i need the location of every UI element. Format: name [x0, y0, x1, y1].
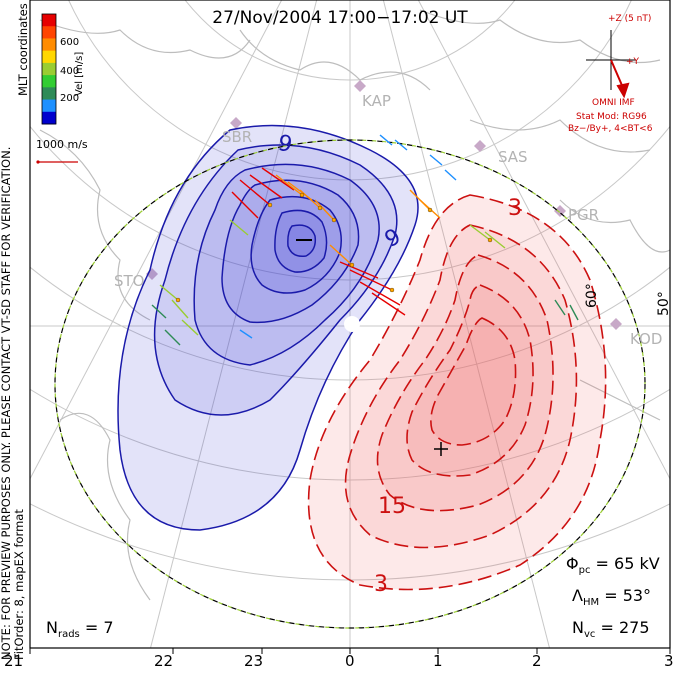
contour-label-pos-top: 3: [508, 196, 522, 221]
colorbar-swatch: [42, 26, 56, 39]
colorbar-swatch: [42, 14, 56, 27]
colorbar-swatch: [42, 62, 56, 76]
station-kod: KOD: [630, 330, 663, 348]
station-pgr: PGR: [568, 206, 600, 224]
stat-n-rads: Nrads = 7: [46, 618, 114, 641]
mlt-ticks: [29, 648, 671, 654]
fit-order-line: FitOrder: 8, mapEX format: [12, 509, 26, 660]
station-sto: STO: [114, 272, 145, 290]
velocity-scale-label: 1000 m/s: [36, 138, 88, 151]
colorbar-swatch: [42, 50, 56, 64]
mlt-label-3: 3: [664, 652, 674, 670]
velocity-scale-dot: [36, 160, 40, 164]
velocity-colorbar: [41, 13, 57, 125]
latitude-label-50: 50°: [656, 291, 672, 316]
station-sbr: SBR: [222, 128, 253, 146]
stat-n-vc-value: 275: [618, 618, 650, 637]
imf-title: OMNI IMF: [592, 98, 635, 108]
imf-model: Stat Mod: RG96: [576, 112, 647, 122]
heppner-maynard-boundary-color: [54, 139, 646, 629]
stat-lambda-hm: ΛHM = 53°: [572, 586, 652, 609]
negative-potential-cell: [117, 124, 419, 531]
preview-note: NOTE: FOR PREVIEW PURPOSES ONLY. PLEASE …: [0, 147, 26, 660]
potential-max-marker: [434, 442, 448, 456]
contour-label-pos-15: 15: [378, 494, 406, 519]
imf-vector: [610, 59, 630, 99]
station-sas: SAS: [498, 148, 528, 166]
colorbar-tick-600: 600: [60, 37, 80, 48]
station-kap: KAP: [362, 92, 391, 110]
imf-z-label: +Z (5 nT): [608, 14, 652, 24]
vector-origins: [175, 192, 493, 303]
mlt-label-23: 23: [244, 652, 264, 670]
station-markers: [146, 80, 622, 330]
contour-label-pos-bottom: 3: [374, 572, 388, 597]
coastlines: [39, 9, 670, 601]
pole-gap-marker: [344, 316, 360, 332]
positive-potential-cell: [307, 194, 607, 591]
colorbar-swatch: [42, 99, 56, 113]
stat-n-rads-value: 7: [103, 618, 114, 637]
colorbar-tick-200: 200: [60, 93, 80, 104]
mlt-label-0: 0: [345, 652, 355, 670]
map-title: 27/Nov/2004 17:00−17:02 UT: [212, 8, 468, 28]
mlt-label-1: 1: [433, 652, 443, 670]
stat-phi-pc: Φpc = 65 kV: [566, 554, 660, 577]
colorbar-border: [41, 13, 57, 125]
colorbar-swatch: [42, 75, 56, 88]
colorbar-tick-400: 400: [60, 66, 80, 77]
coords-label: MLT coordinates: [16, 3, 30, 96]
stat-lambda-hm-value: 53°: [622, 586, 652, 605]
velocity-vectors: [151, 134, 579, 346]
imf-y-label: +Y: [626, 57, 640, 67]
latitude-label-60: 60°: [584, 283, 600, 308]
imf-condition: Bz−/By+, 4<BT<6: [568, 124, 653, 134]
mlt-label-22: 22: [154, 652, 174, 670]
mlt-label-2: 2: [532, 652, 542, 670]
colorbar-swatch: [42, 87, 56, 101]
mlt-label-21: 21: [4, 652, 24, 670]
stat-phi-pc-value: 65 kV: [614, 554, 660, 573]
colorbar-swatch: [42, 111, 56, 125]
stat-n-vc: Nvc = 275: [572, 618, 650, 641]
colorbar-swatch: [42, 38, 56, 52]
